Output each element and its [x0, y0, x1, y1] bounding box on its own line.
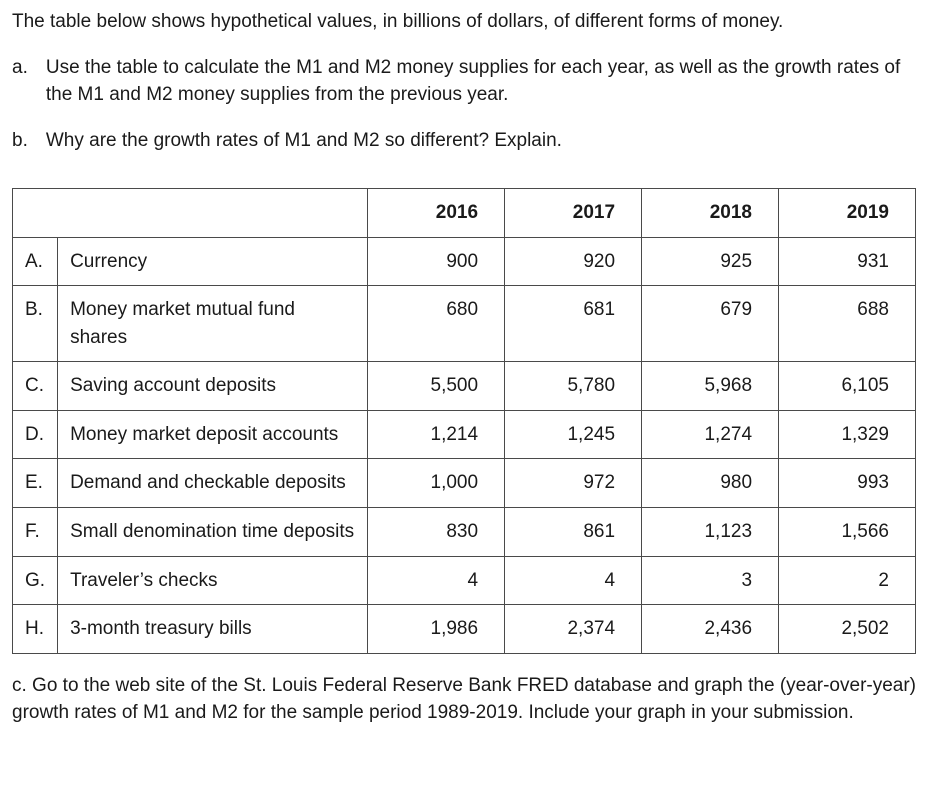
cell-value: 4	[505, 556, 642, 605]
header-year: 2019	[779, 189, 916, 238]
cell-value: 993	[779, 459, 916, 508]
row-label: Money market deposit accounts	[58, 410, 368, 459]
table-row: C.Saving account deposits5,5005,7805,968…	[13, 362, 916, 411]
cell-value: 900	[368, 237, 505, 286]
row-label: Small denomination time deposits	[58, 508, 368, 557]
row-letter: H.	[13, 605, 58, 654]
cell-value: 5,780	[505, 362, 642, 411]
header-year: 2016	[368, 189, 505, 238]
table-row: B.Money market mutual fund shares6806816…	[13, 286, 916, 362]
cell-value: 1,245	[505, 410, 642, 459]
cell-value: 925	[642, 237, 779, 286]
table-row: F.Small denomination time deposits830861…	[13, 508, 916, 557]
cell-value: 1,214	[368, 410, 505, 459]
question-a-text: Use the table to calculate the M1 and M2…	[46, 54, 916, 109]
cell-value: 1,123	[642, 508, 779, 557]
cell-value: 5,500	[368, 362, 505, 411]
cell-value: 980	[642, 459, 779, 508]
cell-value: 861	[505, 508, 642, 557]
money-supply-table: 2016 2017 2018 2019 A.Currency9009209259…	[12, 188, 916, 653]
row-letter: B.	[13, 286, 58, 362]
question-a-letter: a.	[12, 54, 28, 109]
question-c: c. Go to the web site of the St. Louis F…	[12, 672, 916, 727]
cell-value: 931	[779, 237, 916, 286]
table-row: G.Traveler’s checks4432	[13, 556, 916, 605]
cell-value: 5,968	[642, 362, 779, 411]
question-b-letter: b.	[12, 127, 28, 155]
cell-value: 4	[368, 556, 505, 605]
question-a: a. Use the table to calculate the M1 and…	[12, 54, 916, 109]
intro-text: The table below shows hypothetical value…	[12, 8, 916, 36]
row-letter: C.	[13, 362, 58, 411]
cell-value: 3	[642, 556, 779, 605]
row-label: Demand and checkable deposits	[58, 459, 368, 508]
cell-value: 1,000	[368, 459, 505, 508]
row-letter: G.	[13, 556, 58, 605]
row-label: Currency	[58, 237, 368, 286]
row-label: 3-month treasury bills	[58, 605, 368, 654]
question-b-text: Why are the growth rates of M1 and M2 so…	[46, 127, 562, 155]
cell-value: 2,436	[642, 605, 779, 654]
cell-value: 1,274	[642, 410, 779, 459]
table-row: D.Money market deposit accounts1,2141,24…	[13, 410, 916, 459]
cell-value: 2,374	[505, 605, 642, 654]
cell-value: 1,986	[368, 605, 505, 654]
cell-value: 1,329	[779, 410, 916, 459]
header-year: 2018	[642, 189, 779, 238]
row-letter: E.	[13, 459, 58, 508]
table-row: E.Demand and checkable deposits1,0009729…	[13, 459, 916, 508]
row-letter: D.	[13, 410, 58, 459]
row-label: Traveler’s checks	[58, 556, 368, 605]
table-row: H.3-month treasury bills1,9862,3742,4362…	[13, 605, 916, 654]
cell-value: 679	[642, 286, 779, 362]
cell-value: 680	[368, 286, 505, 362]
cell-value: 6,105	[779, 362, 916, 411]
cell-value: 920	[505, 237, 642, 286]
question-b: b. Why are the growth rates of M1 and M2…	[12, 127, 916, 155]
row-letter: F.	[13, 508, 58, 557]
cell-value: 2,502	[779, 605, 916, 654]
intro-block: The table below shows hypothetical value…	[12, 8, 916, 36]
row-letter: A.	[13, 237, 58, 286]
cell-value: 681	[505, 286, 642, 362]
cell-value: 1,566	[779, 508, 916, 557]
table-row: A.Currency900920925931	[13, 237, 916, 286]
row-label: Saving account deposits	[58, 362, 368, 411]
header-blank	[13, 189, 368, 238]
table-header-row: 2016 2017 2018 2019	[13, 189, 916, 238]
cell-value: 830	[368, 508, 505, 557]
cell-value: 972	[505, 459, 642, 508]
cell-value: 688	[779, 286, 916, 362]
cell-value: 2	[779, 556, 916, 605]
table-body: A.Currency900920925931B.Money market mut…	[13, 237, 916, 653]
header-year: 2017	[505, 189, 642, 238]
row-label: Money market mutual fund shares	[58, 286, 368, 362]
